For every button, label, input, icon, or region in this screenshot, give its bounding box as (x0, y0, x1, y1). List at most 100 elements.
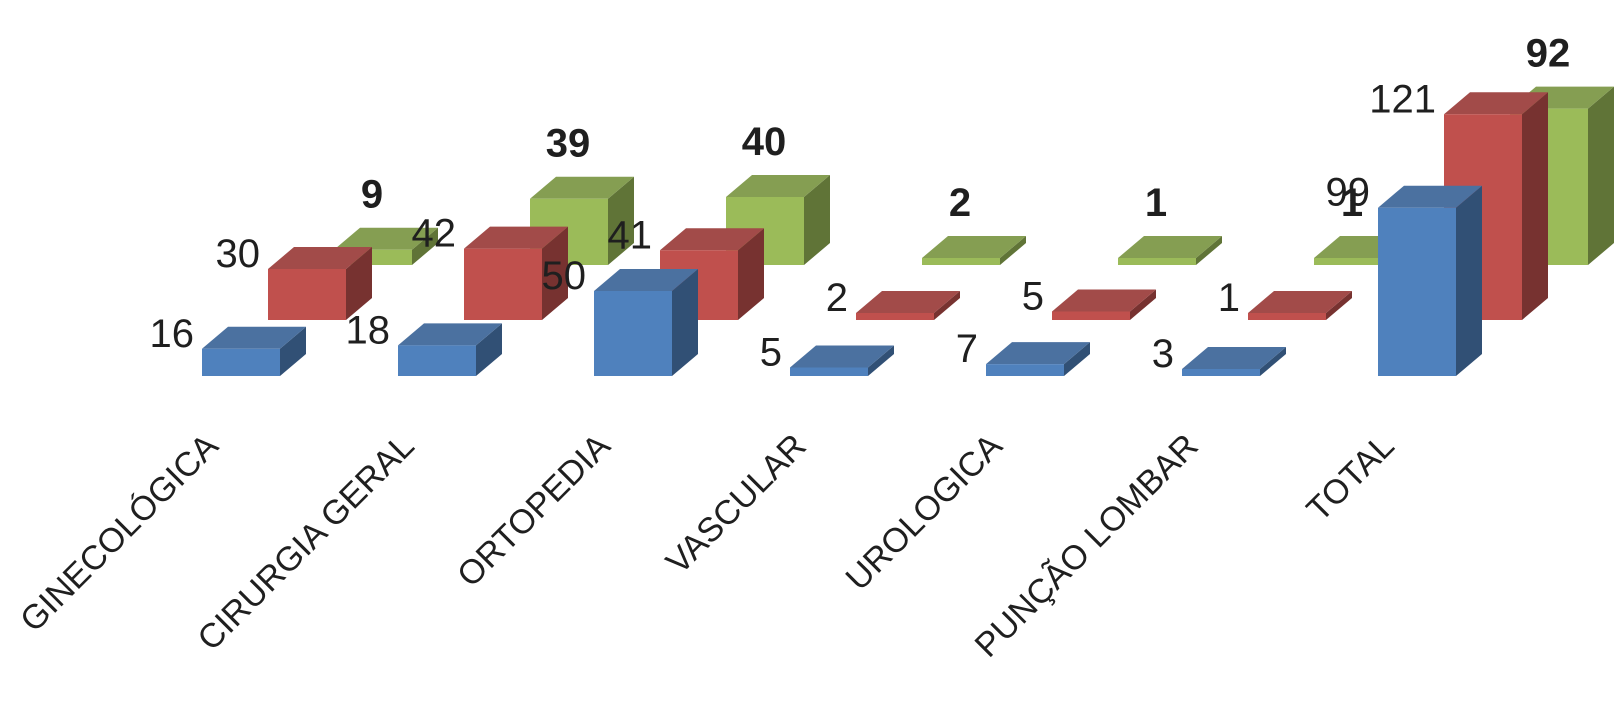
bar-side (672, 269, 698, 376)
bar-top (986, 342, 1090, 365)
value-label: 1 (1218, 276, 1240, 320)
bar-top (922, 236, 1026, 258)
value-label: 18 (346, 308, 391, 352)
bar-front (1248, 313, 1326, 320)
value-label: 2 (826, 276, 848, 320)
bar-top (334, 227, 438, 250)
value-label: 92 (1526, 32, 1571, 76)
value-label: 42 (412, 212, 457, 256)
bar-front (922, 258, 1000, 265)
bar-top (398, 323, 502, 346)
bar-top (268, 247, 372, 269)
bar-front (1378, 207, 1456, 376)
bar-side (542, 226, 568, 320)
bar-side (1000, 236, 1026, 265)
value-label: 40 (742, 120, 787, 164)
bar-side (1588, 86, 1614, 265)
bar-side (1130, 289, 1156, 320)
category-label: ORTOPEDIA (450, 427, 618, 595)
bar-top (202, 326, 306, 349)
category-label: PUNÇÃO LOMBAR (968, 427, 1206, 665)
category-label: CIRURGIA GERAL (190, 427, 421, 658)
bar-side (868, 345, 894, 376)
category-label: VASCULAR (659, 427, 814, 582)
bar-top (1182, 347, 1286, 369)
bar-ginecologica-series-1 (202, 326, 306, 376)
bar-urologica-series-3 (1118, 236, 1222, 265)
bar-front (1052, 311, 1130, 320)
category-label: GINECOLÓGICA (13, 427, 226, 640)
bar-vascular-series-3 (922, 236, 1026, 265)
bar-side (738, 228, 764, 320)
bar-front (1182, 369, 1260, 376)
value-label: 50 (542, 254, 587, 298)
bar-urologica-series-2 (1052, 289, 1156, 320)
bar-top (530, 176, 634, 199)
bar-side (1196, 236, 1222, 265)
value-label: 16 (150, 312, 195, 356)
bar-vascular-series-1 (790, 345, 894, 376)
value-label: 99 (1326, 171, 1371, 215)
value-label: 39 (546, 122, 591, 166)
bars-layer (202, 86, 1614, 376)
value-label: 121 (1369, 77, 1436, 121)
value-label: 7 (956, 327, 978, 371)
bar-front (464, 248, 542, 320)
bar-top (594, 269, 698, 291)
bar-side (608, 176, 634, 265)
bar-front (594, 291, 672, 376)
bar-top (790, 345, 894, 368)
value-label: 3 (1152, 332, 1174, 376)
bar-front (856, 313, 934, 320)
bar-front (398, 345, 476, 376)
bar-side (934, 291, 960, 320)
value-label: 41 (608, 213, 653, 257)
bar-side (1326, 291, 1352, 320)
bar-top (1378, 185, 1482, 208)
bar-side (476, 323, 502, 376)
bar-side (1522, 92, 1548, 320)
bar-top (1118, 236, 1222, 258)
bar-front (1118, 258, 1196, 265)
bar-side (280, 326, 306, 376)
bar-side (804, 175, 830, 265)
bar-front (1314, 258, 1392, 265)
bar-top (856, 291, 960, 313)
value-label: 2 (949, 181, 971, 225)
bar-top (1248, 291, 1352, 313)
bar-cirurgia-geral-series-2 (464, 226, 568, 320)
bar-top (464, 226, 568, 249)
bar-puncao-lombar-series-2 (1248, 291, 1352, 320)
bar-side (412, 227, 438, 265)
bar-front (268, 269, 346, 320)
value-label: 1 (1341, 181, 1363, 225)
value-label: 1 (1145, 181, 1167, 225)
bar-top (726, 175, 830, 197)
value-label: 30 (216, 232, 261, 276)
bar-top (1052, 289, 1156, 312)
bar-ortopedia-series-1 (594, 269, 698, 376)
bar-front (202, 348, 280, 376)
bar-total-series-1 (1378, 185, 1482, 376)
category-label: UROLOGICA (839, 427, 1010, 598)
bar-cirurgia-geral-series-1 (398, 323, 502, 376)
bar-top (1444, 92, 1548, 115)
bar-front (986, 364, 1064, 376)
value-label: 9 (361, 173, 383, 217)
bar-ginecologica-series-2 (268, 247, 372, 320)
category-label: TOTAL (1300, 427, 1402, 529)
bar-side (1260, 347, 1286, 376)
bar-urologica-series-1 (986, 342, 1090, 376)
value-label: 5 (760, 331, 782, 375)
bar-side (346, 247, 372, 320)
bar-front (790, 367, 868, 376)
bar-side (1064, 342, 1090, 376)
value-label: 5 (1022, 275, 1044, 319)
bar-top (660, 228, 764, 251)
bar-puncao-lombar-series-1 (1182, 347, 1286, 376)
bar-vascular-series-2 (856, 291, 960, 320)
